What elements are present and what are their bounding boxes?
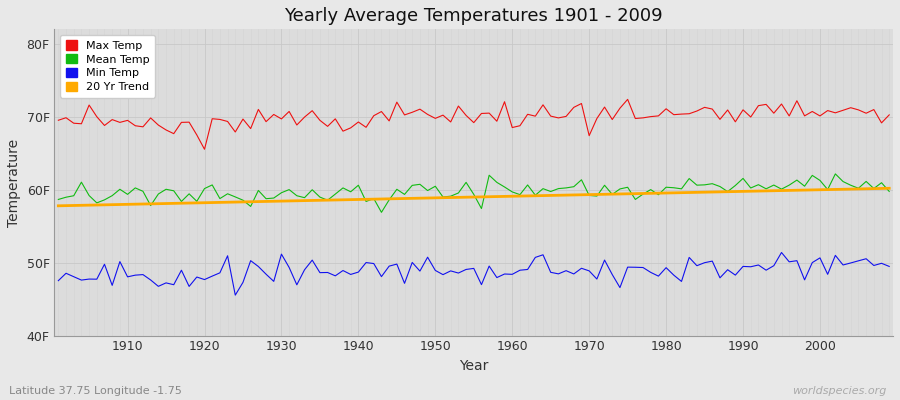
Y-axis label: Temperature: Temperature xyxy=(7,138,21,226)
Text: Latitude 37.75 Longitude -1.75: Latitude 37.75 Longitude -1.75 xyxy=(9,386,182,396)
Title: Yearly Average Temperatures 1901 - 2009: Yearly Average Temperatures 1901 - 2009 xyxy=(284,7,663,25)
Text: worldspecies.org: worldspecies.org xyxy=(792,386,886,396)
X-axis label: Year: Year xyxy=(459,359,489,373)
Legend: Max Temp, Mean Temp, Min Temp, 20 Yr Trend: Max Temp, Mean Temp, Min Temp, 20 Yr Tre… xyxy=(60,35,155,98)
